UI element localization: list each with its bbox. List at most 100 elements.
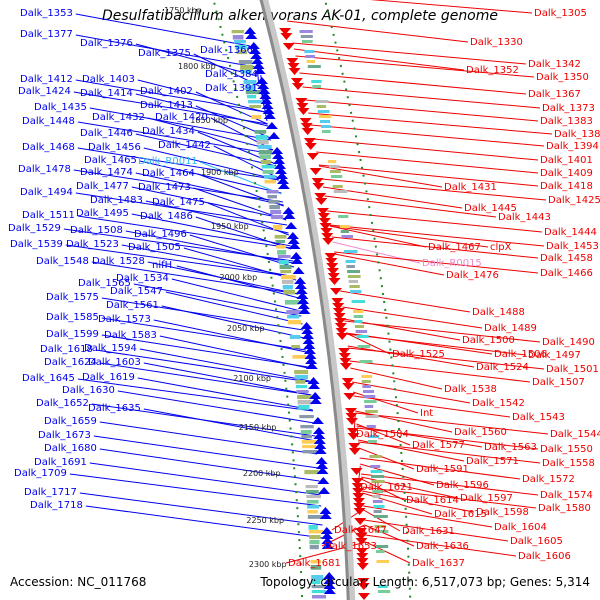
cog-block-reverse	[364, 400, 377, 403]
reverse-gene-arrow	[303, 138, 316, 145]
cog-block-forward	[269, 205, 280, 210]
cog-block-forward	[236, 50, 247, 55]
forward-gene-arrow	[311, 417, 324, 424]
forward-gene-arrow	[302, 332, 314, 339]
left-label-leader	[125, 230, 294, 264]
forward-gene-arrow	[301, 327, 314, 334]
right-label-leader	[352, 391, 419, 414]
forward-gene-arrow	[294, 282, 307, 289]
gene-label-dalk-1561: Dalk_1561	[106, 300, 159, 311]
left-label-leader	[89, 462, 321, 496]
gene-label-dalk-1604: Dalk_1604	[494, 522, 547, 533]
forward-gene-arrow	[249, 47, 261, 54]
right-label-leader	[359, 457, 521, 480]
forward-gene-arrow	[297, 302, 310, 309]
reverse-gene-arrow	[355, 533, 368, 540]
gene-label-dalk-1500: Dalk_1500	[462, 335, 515, 346]
gene-label-dalk-1443: Dalk_1443	[498, 212, 551, 223]
right-label-leader	[351, 381, 471, 404]
gene-label-dalk-1583: Dalk_1583	[104, 330, 157, 341]
gene-label-dalk-1544: Dalk_1544	[550, 429, 600, 440]
gene-label-dalk-1577: Dalk_1577	[412, 440, 465, 451]
forward-gene-arrow	[303, 347, 316, 354]
right-label-leader	[349, 360, 531, 383]
cog-block-forward	[311, 585, 327, 589]
reverse-gene-arrow	[334, 318, 347, 325]
gene-label-dalk-1542: Dalk_1542	[472, 398, 525, 409]
gene-label-dalk-1558: Dalk_1558	[542, 458, 595, 469]
right-label-leader	[318, 165, 443, 188]
forward-gene-arrow	[271, 147, 284, 154]
reverse-gene-arrow	[325, 258, 338, 265]
cog-block-forward	[287, 320, 302, 325]
gene-label-dalk-1448: Dalk_1448	[22, 116, 75, 127]
cog-block-reverse	[312, 85, 321, 88]
cog-block-reverse	[300, 35, 313, 38]
gene-label-dalk-1468: Dalk_1468	[22, 142, 75, 153]
cog-block-forward	[261, 165, 275, 169]
gene-label-dalk-1446: Dalk_1446	[80, 128, 133, 139]
gene-label-dalk-1717: Dalk_1717	[24, 487, 77, 498]
gene-label-dalk-1596: Dalk_1596	[436, 480, 489, 491]
reverse-gene-arrow	[338, 353, 351, 360]
forward-gene-arrow	[244, 27, 257, 34]
cog-block-forward	[307, 515, 323, 519]
cog-block-reverse	[354, 320, 363, 323]
cog-block-reverse	[350, 290, 362, 293]
cog-block-reverse	[356, 335, 369, 338]
gene-label-dalk-1486: Dalk_1486	[140, 211, 193, 222]
cog-block-reverse	[369, 455, 382, 458]
cog-block-reverse	[315, 100, 329, 103]
forward-gene-arrow	[277, 177, 289, 184]
cog-block-reverse	[373, 505, 385, 508]
reverse-gene-arrow	[324, 253, 337, 260]
gene-label-dalk-1490: Dalk_1490	[542, 337, 595, 348]
gene-label-dalk-1631: Dalk_1631	[402, 526, 455, 537]
gene-label-dalk-1653: Dalk_1653	[324, 541, 377, 552]
forward-gene-arrow	[313, 432, 326, 439]
left-label-leader	[143, 147, 280, 181]
forward-gene-arrow	[291, 257, 303, 264]
reverse-gene-arrow	[318, 218, 331, 225]
reverse-gene-arrow	[352, 493, 365, 500]
forward-gene-arrow	[292, 267, 305, 274]
cog-block-reverse	[345, 260, 356, 263]
gene-label-dalk-1673: Dalk_1673	[38, 430, 91, 441]
left-label-leader	[135, 43, 258, 77]
gene-label-dalk-1474: Dalk_1474	[80, 167, 133, 178]
cog-block-forward	[232, 35, 244, 40]
cog-block-forward	[277, 250, 287, 255]
cog-block-reverse	[341, 235, 354, 238]
gene-label-dalk-1431: Dalk_1431	[444, 182, 497, 193]
right-label-leader	[295, 55, 535, 78]
forward-gene-arrow	[314, 442, 327, 449]
right-label-leader	[344, 318, 461, 341]
cog-block-forward	[260, 160, 271, 165]
forward-gene-arrow	[263, 112, 276, 119]
reverse-gene-arrow	[343, 393, 356, 400]
cog-block-forward	[301, 435, 313, 439]
left-label-leader	[65, 244, 296, 278]
cog-block-forward	[257, 145, 272, 149]
gene-label-dalk-1605: Dalk_1605	[510, 536, 563, 547]
cog-block-reverse	[374, 525, 386, 528]
right-label-leader	[345, 332, 391, 355]
cog-block-reverse	[311, 80, 322, 83]
cog-block-forward	[295, 380, 306, 384]
right-label-leader	[302, 86, 541, 109]
cog-block-reverse	[371, 475, 385, 478]
reverse-gene-arrow	[333, 313, 346, 320]
gene-label-dalk-1534: Dalk_1534	[116, 273, 169, 284]
cog-block-forward	[307, 505, 320, 509]
reverse-gene-arrow	[356, 558, 369, 565]
right-label-leader	[358, 447, 415, 470]
reverse-gene-arrow	[319, 223, 332, 230]
gene-label-dalk-1445: Dalk_1445	[464, 203, 517, 214]
left-label-leader	[69, 473, 322, 507]
forward-gene-arrow	[305, 362, 318, 369]
cog-block-reverse	[365, 415, 379, 418]
reverse-gene-arrow	[326, 263, 339, 270]
cog-block-reverse	[329, 165, 340, 168]
gene-label-dalk-1647: Dalk_1647	[334, 525, 387, 536]
